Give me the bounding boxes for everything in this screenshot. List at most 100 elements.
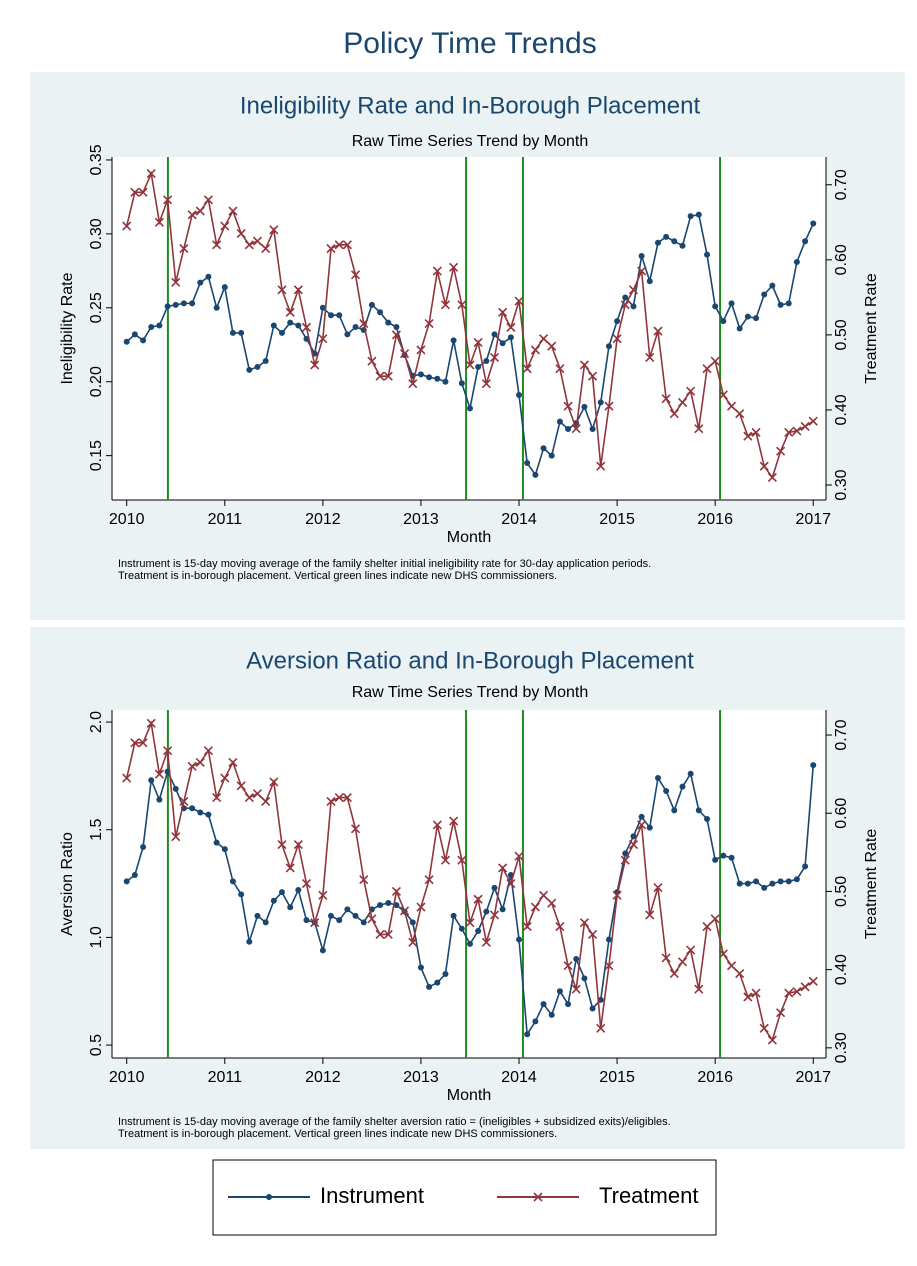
marker [244,793,254,803]
marker [328,912,335,919]
marker [663,787,670,794]
marker [654,239,661,246]
marker [751,988,761,998]
marker [246,366,253,373]
marker [442,971,449,978]
marker [450,912,457,919]
marker [122,221,132,231]
marker [246,938,253,945]
marker [753,315,760,322]
marker [301,322,312,332]
marker [131,331,138,338]
marker [399,349,410,359]
marker [532,471,539,478]
marker [417,371,424,378]
note: Instrument is 15-day moving average of t… [118,1116,671,1128]
marker [163,746,173,756]
marker [189,805,196,812]
marker [810,762,817,769]
marker [802,238,809,245]
marker [712,303,719,310]
marker [605,936,612,943]
marker [481,937,491,947]
marker [450,337,457,344]
marker [555,922,565,932]
legend-label: Instrument [320,1183,424,1208]
marker [228,757,238,767]
marker [728,854,735,861]
marker [197,279,204,286]
marker [776,1008,786,1018]
y-axis-label: Ineligibility Rate [59,272,76,384]
marker [671,238,678,245]
marker [726,401,737,411]
marker [195,757,205,767]
marker [375,929,385,940]
marker [540,1001,547,1008]
marker [344,331,351,338]
marker [473,337,483,347]
marker [285,307,295,317]
marker [646,824,653,831]
marker [310,360,320,370]
marker [287,319,294,326]
y2-tick-label: 0.40 [833,954,850,985]
marker [565,1001,572,1008]
y2-axis-label: Treatment Rate [863,273,880,384]
marker [637,820,647,830]
marker [736,325,743,332]
chart-subtitle: Raw Time Series Trend by Month [352,684,589,701]
marker [579,918,590,928]
legend-label: Treatment [599,1183,698,1208]
marker [434,375,441,382]
marker [310,918,320,928]
marker [318,334,328,344]
marker [171,832,181,842]
marker [212,240,222,250]
marker [753,878,760,885]
marker [555,364,565,374]
marker [391,886,401,896]
marker [638,813,645,820]
marker [489,352,500,362]
marker [424,319,434,329]
marker [735,409,745,419]
marker [319,947,326,954]
y2-tick-label: 0.70 [833,719,850,750]
x-tick-label: 2013 [403,1069,439,1086]
marker [434,979,441,986]
y-tick-label: 2.0 [88,711,105,733]
marker [213,839,220,846]
y-tick-label: 0.5 [88,1034,105,1056]
x-tick-label: 2014 [501,1069,537,1086]
marker [533,1192,543,1202]
marker [694,984,704,994]
marker [229,329,236,336]
marker [516,936,523,943]
marker [156,322,163,329]
marker [653,326,663,336]
marker [483,358,490,365]
x-tick-label: 2016 [697,511,733,528]
marker [530,345,540,355]
x-tick-label: 2015 [599,511,635,528]
y2-axis-label: Treatment Rate [863,829,880,940]
marker [179,796,189,807]
marker [671,807,678,814]
marker [287,904,294,911]
marker [285,863,295,873]
marker [336,312,343,319]
marker [318,890,328,900]
marker [514,296,524,306]
y2-tick-label: 0.40 [833,394,850,425]
marker [663,233,670,240]
marker [686,386,696,396]
marker [784,427,794,438]
marker [751,427,761,438]
marker [589,426,596,433]
marker [565,426,572,433]
marker [687,213,694,220]
marker [556,418,563,425]
marker [687,770,694,777]
x-tick-label: 2011 [208,511,243,528]
